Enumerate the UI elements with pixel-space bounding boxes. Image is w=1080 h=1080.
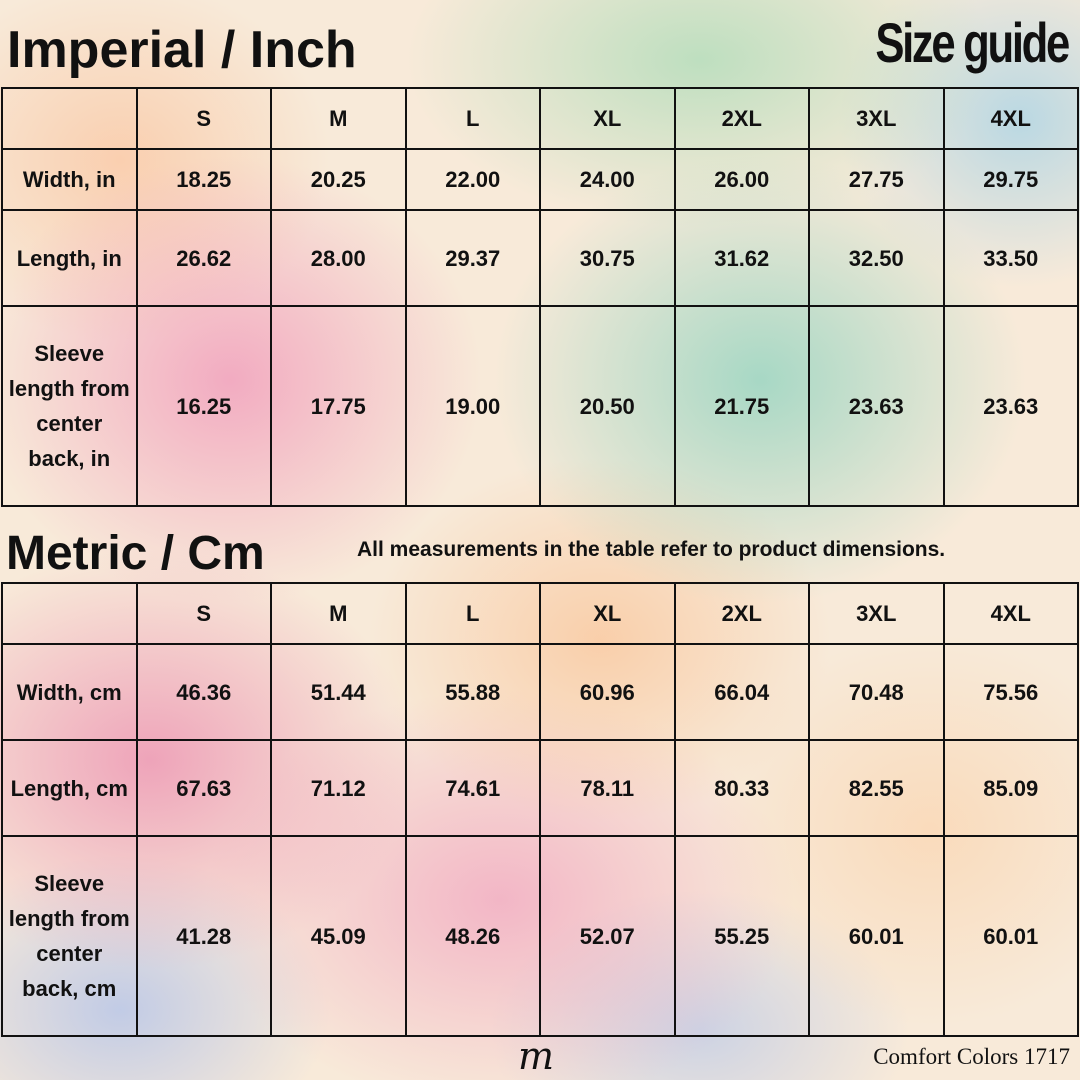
value-cell: 23.63 [808, 305, 945, 507]
size-header: S [135, 582, 272, 645]
table-row-length: Length, in 26.62 28.00 29.37 30.75 31.62… [1, 209, 1079, 307]
value-cell: 60.01 [942, 835, 1079, 1037]
value-cell: 26.00 [673, 148, 810, 211]
size-guide-title: Size guide [875, 11, 1070, 74]
value-cell: 75.56 [942, 643, 1079, 741]
value-cell: 71.12 [270, 739, 407, 837]
size-header: XL [539, 582, 676, 645]
table-row-sleeve-length: Sleeve length from center back, in 16.25… [1, 305, 1079, 507]
table-row-width: Width, cm 46.36 51.44 55.88 60.96 66.04 … [1, 643, 1079, 741]
value-cell: 55.25 [673, 835, 810, 1037]
value-cell: 26.62 [135, 209, 272, 307]
row-label: Sleeve length from center back, in [1, 305, 138, 507]
footer-brand-label: Comfort Colors 1717 [873, 1044, 1070, 1069]
value-cell: 41.28 [135, 835, 272, 1037]
imperial-title: Imperial / Inch [7, 21, 357, 79]
value-cell: 33.50 [942, 209, 1079, 307]
value-cell: 46.36 [135, 643, 272, 741]
value-cell: 85.09 [942, 739, 1079, 837]
value-cell: 45.09 [270, 835, 407, 1037]
size-header: 2XL [673, 582, 810, 645]
table-header-row: S M L XL 2XL 3XL 4XL [1, 87, 1079, 150]
value-cell: 30.75 [539, 209, 676, 307]
size-header: 4XL [942, 582, 1079, 645]
value-cell: 20.50 [539, 305, 676, 507]
value-cell: 31.62 [673, 209, 810, 307]
value-cell: 51.44 [270, 643, 407, 741]
value-cell: 66.04 [673, 643, 810, 741]
brand-logo: m [518, 1034, 555, 1078]
size-header: 2XL [673, 87, 810, 150]
measurement-note: All measurements in the table refer to p… [357, 538, 946, 561]
value-cell: 29.75 [942, 148, 1079, 211]
value-cell: 60.01 [808, 835, 945, 1037]
size-header: L [404, 582, 541, 645]
metric-title: Metric / Cm [6, 527, 265, 580]
value-cell: 55.88 [404, 643, 541, 741]
table-row-width: Width, in 18.25 20.25 22.00 24.00 26.00 … [1, 148, 1079, 211]
value-cell: 82.55 [808, 739, 945, 837]
value-cell: 67.63 [135, 739, 272, 837]
value-cell: 70.48 [808, 643, 945, 741]
value-cell: 22.00 [404, 148, 541, 211]
corner-cell [1, 582, 138, 645]
table-header-row: S M L XL 2XL 3XL 4XL [1, 582, 1079, 645]
size-header: 4XL [942, 87, 1079, 150]
value-cell: 78.11 [539, 739, 676, 837]
row-label: Width, in [1, 148, 138, 211]
size-header: XL [539, 87, 676, 150]
metric-size-table: S M L XL 2XL 3XL 4XL Width, cm 46.36 51.… [1, 582, 1079, 1037]
value-cell: 24.00 [539, 148, 676, 211]
size-header: M [270, 87, 407, 150]
value-cell: 21.75 [673, 305, 810, 507]
value-cell: 80.33 [673, 739, 810, 837]
table-row-sleeve-length: Sleeve length from center back, cm 41.28… [1, 835, 1079, 1037]
value-cell: 18.25 [135, 148, 272, 211]
size-header: S [135, 87, 272, 150]
value-cell: 20.25 [270, 148, 407, 211]
value-cell: 60.96 [539, 643, 676, 741]
imperial-size-table: S M L XL 2XL 3XL 4XL Width, in 18.25 20.… [1, 87, 1079, 507]
row-label: Length, cm [1, 739, 138, 837]
value-cell: 23.63 [942, 305, 1079, 507]
value-cell: 19.00 [404, 305, 541, 507]
value-cell: 74.61 [404, 739, 541, 837]
size-header: L [404, 87, 541, 150]
row-label: Width, cm [1, 643, 138, 741]
value-cell: 27.75 [808, 148, 945, 211]
size-header: M [270, 582, 407, 645]
value-cell: 16.25 [135, 305, 272, 507]
corner-cell [1, 87, 138, 150]
value-cell: 52.07 [539, 835, 676, 1037]
size-header: 3XL [808, 87, 945, 150]
value-cell: 29.37 [404, 209, 541, 307]
row-label: Length, in [1, 209, 138, 307]
size-header: 3XL [808, 582, 945, 645]
value-cell: 28.00 [270, 209, 407, 307]
row-label: Sleeve length from center back, cm [1, 835, 138, 1037]
table-row-length: Length, cm 67.63 71.12 74.61 78.11 80.33… [1, 739, 1079, 837]
value-cell: 17.75 [270, 305, 407, 507]
value-cell: 32.50 [808, 209, 945, 307]
value-cell: 48.26 [404, 835, 541, 1037]
